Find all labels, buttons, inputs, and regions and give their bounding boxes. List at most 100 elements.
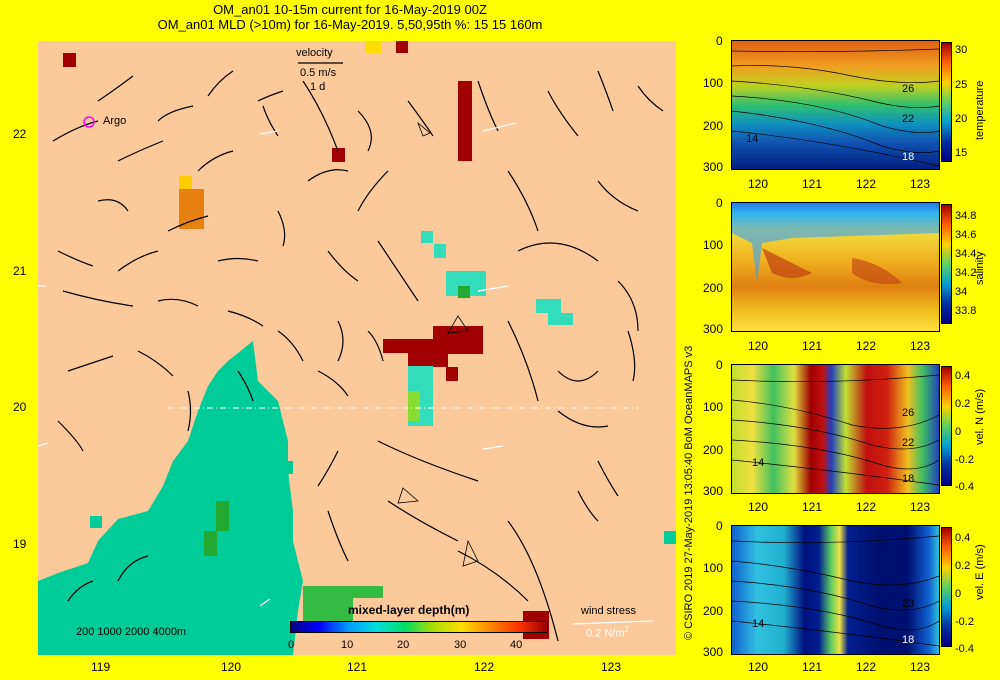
mld-tick-10: 10 [341, 639, 354, 651]
vel-n-cbar-tick: 0.4 [955, 370, 971, 382]
land-speck [280, 461, 293, 474]
mld-tick-30: 30 [454, 639, 467, 651]
mld-colorbar-title: mixed-layer depth(m) [348, 603, 470, 617]
vel-e-cbar-tick: -0.2 [955, 616, 974, 628]
map-graphics [38, 41, 676, 655]
vel-n-section-panel[interactable]: 26 22 18 14 [731, 364, 940, 494]
map-title-line-2: OM_an01 MLD (>10m) for 16-May-2019. 5,50… [157, 17, 543, 32]
mld-patch-teal [536, 299, 561, 313]
mld-patch-teal [421, 231, 433, 243]
mld-patch-green [204, 531, 217, 556]
temperature-section-panel[interactable]: 26 22 18 14 [731, 40, 940, 170]
lon-tick: 122 [856, 660, 877, 674]
depth-tick: 100 [703, 238, 724, 252]
mld-patch-teal [548, 313, 573, 325]
mld-patch-red [408, 353, 448, 367]
side-credit: © CSIRO 2019 27-May-2019 13:05:40 BoM Oc… [683, 345, 695, 640]
contour-label: 18 [902, 151, 915, 163]
mld-patch-red [63, 53, 76, 67]
mld-patch-red [383, 339, 433, 353]
salinity-cbar-tick: 34 [955, 286, 968, 298]
wind-stress-arrows [38, 122, 517, 607]
lon-tick-122: 122 [474, 660, 495, 674]
argo-marker [83, 116, 95, 128]
vel-n-cbar-tick: -0.2 [955, 454, 974, 466]
mld-patch-red [396, 41, 408, 53]
depth-tick: 200 [703, 604, 724, 618]
lat-tick-22: 22 [13, 127, 27, 141]
vel-n-contours [732, 374, 939, 486]
depth-tick: 0 [716, 519, 723, 533]
depth-tick: 300 [703, 322, 724, 336]
temperature-contours [732, 48, 939, 167]
current-map[interactable]: Argo velocity 0.5 m/s 1 d wind stress 0.… [38, 41, 676, 655]
salinity-section-panel[interactable] [731, 202, 940, 332]
contour-label: 26 [902, 83, 915, 95]
velocity-key-title: velocity [296, 47, 333, 59]
mld-patch-teal [434, 244, 446, 258]
mld-patch-yellow [365, 41, 381, 53]
mld-patch-red [332, 148, 345, 162]
lon-tick: 120 [748, 339, 769, 353]
vel-e-section-panel[interactable]: 23 18 14 [731, 525, 940, 655]
contour-label: 18 [902, 473, 915, 485]
land-speck [664, 531, 676, 544]
contour-label: 22 [902, 113, 915, 125]
lon-tick: 122 [856, 500, 877, 514]
contour-label: 14 [746, 133, 759, 145]
vel-e-colorbar [941, 527, 952, 647]
depth-tick: 200 [703, 443, 724, 457]
depth-tick: 100 [703, 561, 724, 575]
salinity-cbar-tick: 34.6 [955, 229, 977, 241]
mld-tick-20: 20 [397, 639, 410, 651]
land-speck [90, 516, 102, 528]
mld-patch-green [458, 286, 470, 298]
lat-tick-20: 20 [13, 400, 27, 414]
argo-label: Argo [103, 115, 127, 127]
mld-patch-red [458, 81, 472, 161]
temperature-cbar-tick: 15 [955, 147, 968, 159]
mld-patch-yellow [179, 176, 192, 189]
vel-n-colorbar [941, 366, 952, 486]
lon-tick: 122 [856, 339, 877, 353]
lon-tick: 120 [748, 660, 769, 674]
lon-tick: 123 [910, 500, 931, 514]
lon-tick-121: 121 [347, 660, 368, 674]
depth-tick: 300 [703, 160, 724, 174]
velocity-key-speed: 0.5 m/s [300, 67, 337, 79]
mld-patch-green [216, 501, 229, 531]
depth-tick: 300 [703, 645, 724, 659]
current-arrows [52, 70, 664, 642]
salinity-cbar-tick: 33.8 [955, 305, 977, 317]
temperature-cbar-tick: 30 [955, 44, 968, 56]
vel-e-cbar-tick: 0 [955, 588, 962, 600]
wind-key-title: wind stress [581, 605, 637, 617]
mld-patch-lime [408, 391, 420, 421]
depth-tick: 100 [703, 400, 724, 414]
lon-tick: 123 [910, 339, 931, 353]
mld-patch-orange [179, 189, 204, 229]
mld-tick-40: 40 [510, 639, 523, 651]
depth-tick: 200 [703, 281, 724, 295]
vel-e-cbar-label: vel. E (m/s) [974, 544, 986, 600]
depth-tick: 300 [703, 484, 724, 498]
lon-tick: 121 [802, 177, 823, 191]
bathymetry-outlines [397, 121, 479, 567]
salinity-cbar-label: salinity [974, 251, 986, 285]
lon-tick-119: 119 [91, 660, 111, 674]
vel-e-cbar-tick: 0.4 [955, 532, 971, 544]
mld-colorbar [290, 621, 548, 633]
depth-tick: 0 [716, 34, 723, 48]
depth-contour-legend: 200 1000 2000 4000m [76, 626, 187, 638]
depth-tick: 0 [716, 196, 723, 210]
vel-n-cbar-tick: 0 [955, 426, 962, 438]
lon-tick-120: 120 [221, 660, 242, 674]
temperature-cbar-tick: 25 [955, 79, 968, 91]
lat-tick-21: 21 [13, 264, 27, 278]
contour-label: 18 [902, 634, 915, 646]
salinity-colorbar [941, 204, 952, 324]
lon-tick: 121 [802, 339, 823, 353]
contour-label: 23 [902, 598, 915, 610]
lon-tick: 121 [802, 660, 823, 674]
salinity-cbar-tick: 34.2 [955, 267, 977, 279]
